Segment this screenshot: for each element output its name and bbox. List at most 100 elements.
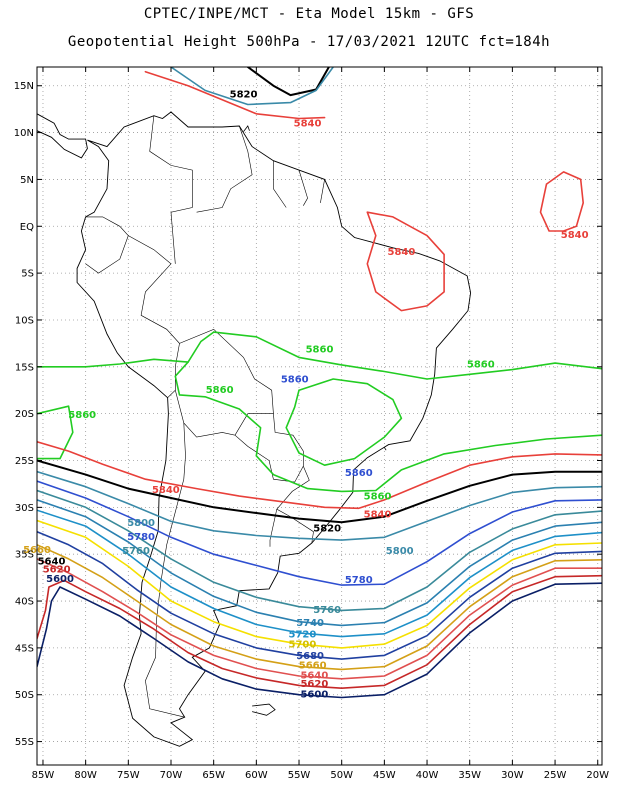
lat-tick-label: 10S (15, 315, 34, 326)
lon-tick-label: 75W (117, 770, 140, 781)
lat-tick-label: 45S (15, 643, 34, 654)
island-outline (384, 447, 387, 451)
contour-5860 (37, 331, 602, 380)
island-outline (252, 703, 276, 716)
longitude-axis: 85W 80W 75W 70W 65W 60W 55W 50W 45W 40W 35W 30W 25W 2… (32, 67, 609, 781)
contour-5840 (539, 171, 585, 232)
lat-tick-label: 20S (15, 409, 34, 420)
contour-labels: 5820 5840 5840 5840 5860 5860 5860 5860 5860 5860… (23, 90, 589, 701)
lat-tick-label: 35S (15, 550, 34, 561)
country-border (196, 125, 253, 213)
contour-label: 5620 (300, 679, 328, 690)
country-border (145, 422, 186, 718)
land-outlines (37, 111, 472, 747)
contour-label: 5780 (345, 575, 373, 586)
contour-5620 (37, 574, 602, 690)
contour-label: 5840 (294, 119, 322, 130)
contour-label: 5760 (122, 546, 150, 557)
lon-tick-label: 55W (288, 770, 311, 781)
country-border (149, 115, 193, 264)
contour-label: 5840 (152, 485, 180, 496)
contour-5720 (37, 509, 602, 638)
country-border (175, 390, 274, 438)
contour-5820 (37, 459, 602, 524)
country-border (234, 434, 304, 483)
lat-tick-label: 50S (15, 690, 34, 701)
contour-5860 (285, 378, 403, 467)
country-border (320, 179, 325, 203)
lon-tick-label: 50W (330, 770, 353, 781)
lon-tick-label: 20W (586, 770, 609, 781)
lon-tick-label: 35W (458, 770, 481, 781)
lon-tick-label: 65W (202, 770, 225, 781)
country-border (269, 509, 278, 547)
contour-5820 (246, 67, 330, 97)
lat-tick-label: 40S (15, 597, 34, 608)
map-frame (36, 66, 603, 766)
contour-label: 5600 (300, 689, 328, 700)
chart-title-line-2: Geopotential Height 500hPa - 17/03/2021 … (67, 34, 551, 50)
lon-tick-label: 60W (245, 770, 268, 781)
contour-5780 (37, 480, 602, 586)
island-outline (243, 125, 250, 132)
lon-tick-label: 70W (160, 770, 183, 781)
contour-5840 (144, 70, 326, 120)
contour-label: 5680 (296, 651, 324, 662)
lat-tick-label: 5N (20, 175, 34, 186)
contour-5840 (37, 440, 602, 510)
contour-label: 5640 (300, 671, 328, 682)
country-border (273, 160, 287, 208)
country-border (298, 170, 308, 206)
contour-label: 5620 (43, 565, 71, 576)
contour-5800 (37, 470, 602, 541)
lat-tick-label: 15N (14, 81, 34, 92)
contour-5700 (37, 519, 602, 649)
contour-label: 5640 (38, 556, 66, 567)
contour-label: 5860 (281, 374, 309, 385)
chart-title-line-1: CPTEC/INPE/MCT - Eta Model 15km - GFS (143, 6, 475, 22)
lon-tick-label: 80W (74, 770, 97, 781)
contour-label: 5700 (289, 640, 317, 651)
lat-tick-label: 10N (14, 128, 34, 139)
country-border (273, 413, 304, 467)
contour-5600 (37, 582, 602, 699)
contour-5740 (37, 499, 602, 627)
contour-label: 5840 (561, 230, 589, 241)
country-border (85, 216, 129, 274)
contour-label: 5660 (299, 660, 327, 671)
lon-tick-label: 40W (416, 770, 439, 781)
contour-label: 5860 (306, 345, 334, 356)
country-border (128, 235, 180, 398)
contour-label: 5600 (46, 574, 74, 585)
contour-label: 5820 (230, 90, 258, 101)
contour-label: 5840 (364, 509, 392, 520)
contour-5640 (37, 558, 602, 680)
lat-lon-grid (37, 67, 602, 765)
contour-label: 5760 (313, 605, 341, 616)
contour-label: 5740 (296, 618, 324, 629)
contour-5840 (366, 211, 445, 312)
contour-label: 5860 (345, 468, 373, 479)
contour-5760 (37, 489, 602, 612)
contour-label: 5800 (127, 518, 155, 529)
lat-tick-label: 15S (15, 362, 34, 373)
contour-label: 5820 (313, 523, 341, 534)
lat-tick-label: 55S (15, 737, 34, 748)
lon-tick-label: 30W (501, 770, 524, 781)
lat-tick-label: 25S (15, 456, 34, 467)
contour-5660 (37, 543, 602, 671)
lat-tick-label: EQ (20, 222, 34, 233)
contour-label: 5860 (364, 492, 392, 503)
lon-tick-label: 85W (32, 770, 55, 781)
contour-label: 5780 (127, 532, 155, 543)
south-america-coastline (76, 111, 472, 747)
lat-tick-label: 30S (15, 503, 34, 514)
contour-label: 5860 (467, 360, 495, 371)
lat-tick-label: 5S (21, 269, 34, 280)
contour-label: 5860 (68, 410, 96, 421)
contour-label: 5860 (206, 385, 234, 396)
lon-tick-label: 45W (373, 770, 396, 781)
central-america-coastline (37, 113, 88, 159)
contour-5680 (37, 530, 602, 660)
